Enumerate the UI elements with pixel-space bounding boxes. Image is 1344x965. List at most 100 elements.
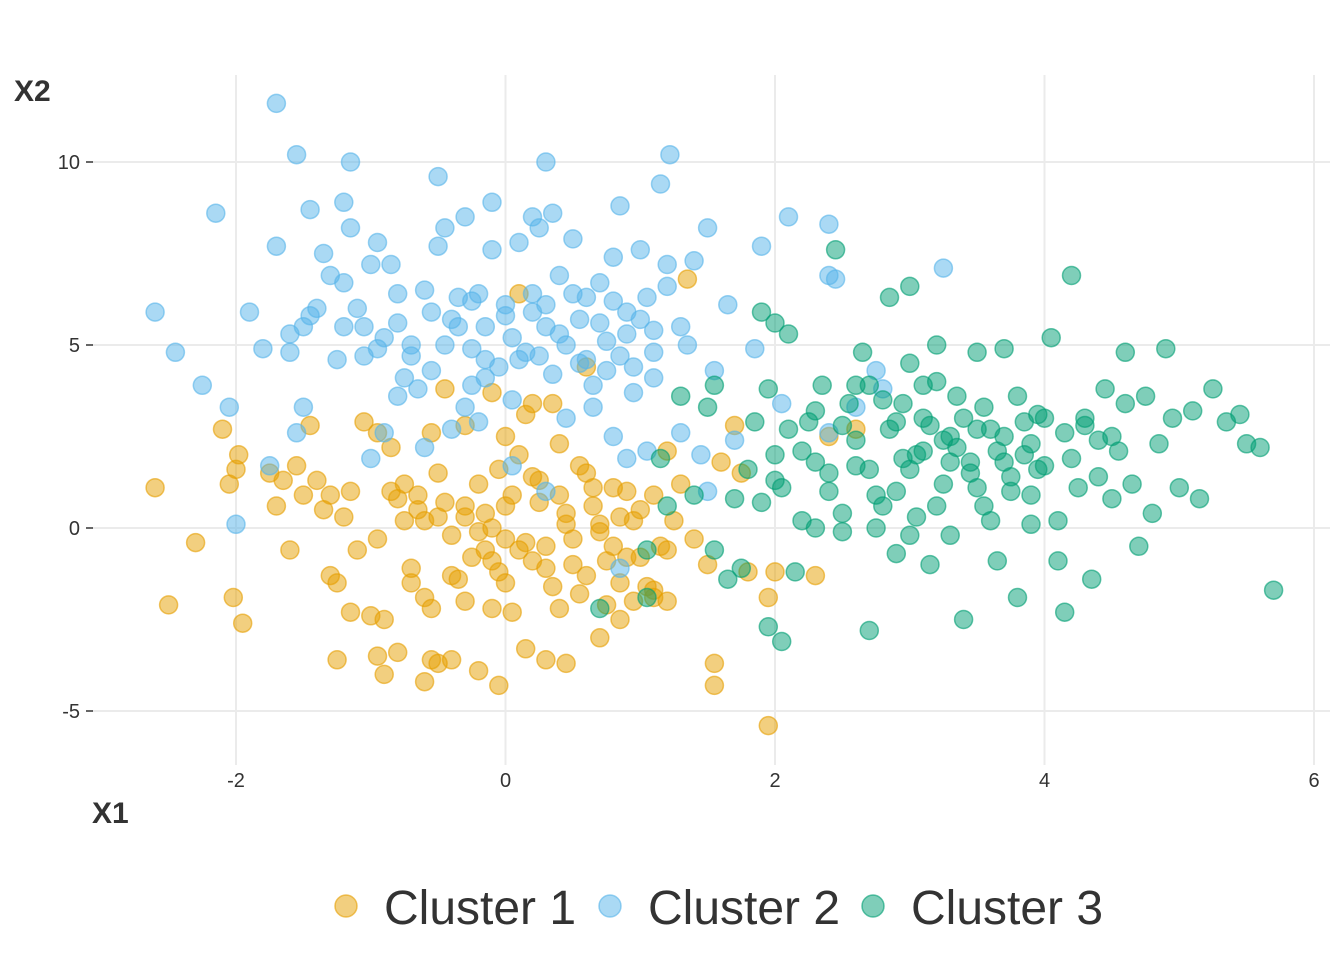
data-point xyxy=(334,273,354,293)
data-point xyxy=(1054,602,1075,622)
data-point xyxy=(563,554,583,575)
data-point xyxy=(677,335,698,355)
data-point xyxy=(1162,408,1183,428)
data-point xyxy=(435,379,455,399)
data-point xyxy=(711,452,731,472)
data-point xyxy=(1263,580,1284,600)
data-point xyxy=(340,218,361,238)
data-point xyxy=(1095,379,1115,399)
data-point xyxy=(670,316,691,337)
data-point xyxy=(643,368,664,388)
data-point xyxy=(421,302,442,322)
data-point xyxy=(610,346,630,366)
data-point xyxy=(556,653,576,674)
data-point xyxy=(718,294,738,315)
data-point xyxy=(448,569,469,589)
data-point xyxy=(529,218,549,238)
data-point xyxy=(967,342,987,363)
data-point xyxy=(839,393,859,414)
data-point xyxy=(1001,481,1021,502)
data-point xyxy=(758,587,779,608)
data-point xyxy=(367,338,388,359)
data-point xyxy=(145,302,165,322)
data-point xyxy=(805,565,826,586)
data-point xyxy=(435,218,455,238)
data-point xyxy=(145,477,165,498)
legend-swatch xyxy=(861,894,885,918)
data-point xyxy=(906,507,927,527)
data-point xyxy=(852,342,873,363)
data-point xyxy=(704,675,725,696)
data-point xyxy=(536,558,556,579)
data-point xyxy=(630,309,651,330)
data-point xyxy=(1021,434,1041,454)
data-point xyxy=(1182,401,1203,421)
data-point xyxy=(576,565,597,586)
data-point xyxy=(724,488,745,509)
data-point xyxy=(1034,408,1055,428)
data-point xyxy=(1115,393,1136,414)
data-points xyxy=(145,93,1284,736)
data-point xyxy=(435,335,455,355)
data-point xyxy=(886,481,907,502)
data-point xyxy=(435,492,455,513)
data-point xyxy=(394,368,415,388)
data-point xyxy=(893,393,913,414)
legend: Cluster 1 Cluster 2 Cluster 3 xyxy=(334,882,1103,935)
legend-item: Cluster 3 xyxy=(861,882,1103,935)
data-point xyxy=(387,642,408,663)
data-point xyxy=(219,397,240,417)
data-point xyxy=(967,477,987,498)
data-point xyxy=(879,287,900,308)
data-point xyxy=(603,536,624,557)
data-point xyxy=(738,459,758,480)
data-point xyxy=(805,518,826,538)
data-point xyxy=(859,459,880,480)
data-point xyxy=(987,551,1008,571)
data-point xyxy=(953,609,974,630)
data-point xyxy=(650,448,671,469)
data-point xyxy=(340,481,361,502)
data-point xyxy=(785,562,805,582)
data-point xyxy=(866,518,886,538)
data-point xyxy=(758,617,779,637)
data-point xyxy=(940,426,960,447)
data-point xyxy=(468,660,489,681)
data-point xyxy=(812,375,832,396)
y-tick-label: 10 xyxy=(58,152,80,174)
data-point xyxy=(462,291,482,311)
legend-item: Cluster 1 xyxy=(334,882,576,935)
data-point xyxy=(475,316,496,337)
data-point xyxy=(778,419,799,439)
data-point xyxy=(933,474,954,494)
data-point xyxy=(475,503,496,524)
data-point xyxy=(926,496,947,516)
y-tick-label: 0 xyxy=(69,518,80,540)
data-point xyxy=(549,434,570,454)
series-3 xyxy=(590,240,1284,652)
data-point xyxy=(832,415,853,436)
data-point xyxy=(529,346,549,366)
data-point xyxy=(515,639,536,659)
legend-swatch xyxy=(598,894,622,918)
data-point xyxy=(657,496,677,516)
data-point xyxy=(542,203,563,223)
series-2 xyxy=(145,93,954,579)
data-point xyxy=(495,496,516,516)
data-point xyxy=(650,174,671,194)
data-point xyxy=(509,232,529,253)
data-point xyxy=(832,521,853,542)
data-point xyxy=(455,507,475,527)
data-point xyxy=(745,338,765,359)
data-point xyxy=(340,152,361,172)
data-point xyxy=(354,412,374,432)
data-point xyxy=(462,338,482,359)
data-point xyxy=(825,240,846,260)
data-point xyxy=(670,474,691,494)
data-point xyxy=(657,276,677,297)
data-point xyxy=(1081,569,1102,589)
data-point xyxy=(228,445,249,465)
data-point xyxy=(502,456,522,476)
data-point xyxy=(482,240,502,260)
data-point xyxy=(509,540,529,560)
